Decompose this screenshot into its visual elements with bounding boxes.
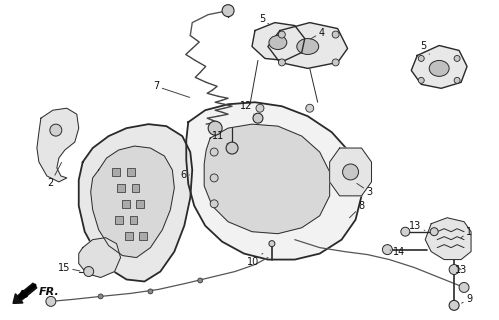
Circle shape (418, 77, 424, 83)
Text: 9: 9 (462, 294, 472, 304)
Polygon shape (268, 23, 348, 68)
Circle shape (198, 278, 203, 283)
Circle shape (210, 200, 218, 208)
Circle shape (454, 55, 460, 61)
Polygon shape (79, 124, 192, 282)
Circle shape (50, 124, 62, 136)
Circle shape (430, 228, 438, 236)
Bar (130, 216, 138, 224)
Text: 10: 10 (247, 253, 263, 267)
Polygon shape (204, 124, 330, 234)
Circle shape (210, 148, 218, 156)
Polygon shape (330, 148, 371, 196)
Text: 12: 12 (240, 101, 254, 114)
Polygon shape (79, 238, 121, 277)
Text: 7: 7 (153, 81, 190, 97)
Circle shape (382, 244, 392, 255)
Circle shape (332, 31, 339, 38)
Text: FR.: FR. (39, 287, 60, 297)
Text: 14: 14 (390, 247, 406, 257)
Bar (140, 232, 147, 240)
Text: 1: 1 (461, 227, 472, 238)
Text: 5: 5 (420, 42, 430, 54)
Circle shape (332, 59, 339, 66)
FancyArrow shape (13, 283, 37, 303)
Text: 3: 3 (357, 183, 373, 197)
Text: 15: 15 (57, 262, 80, 273)
Circle shape (269, 241, 275, 247)
Polygon shape (37, 108, 79, 182)
Bar (115, 216, 123, 224)
Bar (137, 200, 144, 208)
Polygon shape (91, 146, 174, 258)
Circle shape (454, 77, 460, 83)
Text: 8: 8 (349, 201, 365, 218)
Bar (117, 184, 125, 192)
Bar (132, 184, 140, 192)
Text: 11: 11 (212, 131, 228, 144)
Circle shape (210, 174, 218, 182)
Polygon shape (252, 23, 305, 60)
Text: 5: 5 (259, 14, 270, 25)
Circle shape (449, 300, 459, 310)
Text: 13: 13 (409, 221, 425, 231)
Bar (127, 168, 135, 176)
Circle shape (401, 227, 410, 236)
Circle shape (256, 104, 264, 112)
Circle shape (418, 55, 424, 61)
Circle shape (98, 294, 103, 299)
Circle shape (278, 59, 285, 66)
Circle shape (253, 113, 263, 123)
Circle shape (148, 289, 153, 294)
Ellipse shape (269, 36, 287, 50)
Bar (112, 168, 120, 176)
Bar (122, 200, 130, 208)
Circle shape (208, 121, 222, 135)
Circle shape (306, 104, 314, 112)
Polygon shape (425, 218, 471, 260)
Polygon shape (411, 45, 467, 88)
Text: 6: 6 (180, 170, 190, 180)
Circle shape (459, 283, 469, 292)
Polygon shape (186, 102, 361, 260)
Circle shape (84, 267, 94, 276)
Circle shape (343, 164, 358, 180)
Ellipse shape (297, 38, 319, 54)
Ellipse shape (429, 60, 449, 76)
Circle shape (449, 265, 459, 275)
Text: 4: 4 (310, 28, 325, 39)
Circle shape (46, 296, 56, 306)
Circle shape (278, 31, 285, 38)
Text: 13: 13 (455, 265, 467, 275)
Circle shape (222, 5, 234, 17)
Bar (125, 232, 133, 240)
Circle shape (226, 142, 238, 154)
Text: 2: 2 (48, 163, 61, 188)
